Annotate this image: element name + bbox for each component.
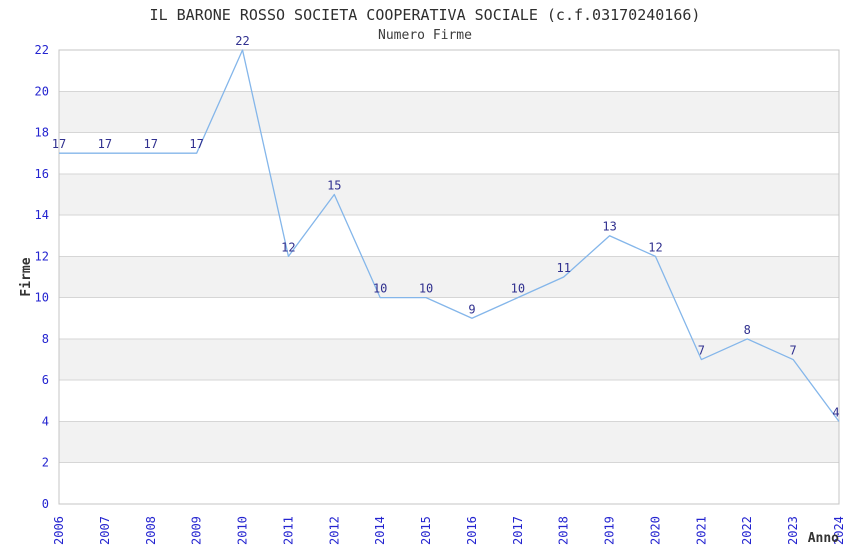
x-tick-label: 2018 <box>557 516 571 545</box>
data-point-label: 22 <box>235 34 249 48</box>
x-tick-label: 2011 <box>281 516 295 545</box>
data-point-label: 10 <box>511 282 525 296</box>
y-tick-label: 10 <box>35 291 49 305</box>
y-tick-label: 18 <box>35 126 49 140</box>
chart-subtitle: Numero Firme <box>378 28 472 43</box>
y-tick-label: 0 <box>42 497 49 511</box>
data-point-label: 17 <box>98 137 112 151</box>
data-point-label: 17 <box>52 137 66 151</box>
x-tick-label: 2008 <box>144 516 158 545</box>
x-tick-label: 2016 <box>465 516 479 545</box>
x-tick-label: 2014 <box>373 516 387 545</box>
y-tick-label: 2 <box>42 456 49 470</box>
x-tick-label: 2022 <box>740 516 754 545</box>
data-point-label: 4 <box>832 405 839 419</box>
x-axis-title: Anno <box>808 531 839 546</box>
grid-band <box>59 91 839 133</box>
y-tick-label: 12 <box>35 249 49 263</box>
data-point-label: 13 <box>602 220 616 234</box>
chart-title: IL BARONE ROSSO SOCIETA COOPERATIVA SOCI… <box>149 6 701 24</box>
data-point-label: 10 <box>419 282 433 296</box>
data-point-label: 15 <box>327 178 341 192</box>
grid-band <box>59 421 839 463</box>
x-tick-label: 2019 <box>603 516 617 545</box>
data-point-label: 11 <box>556 261 570 275</box>
data-point-label: 8 <box>744 323 751 337</box>
data-point-label: 10 <box>373 282 387 296</box>
data-point-label: 12 <box>281 240 295 254</box>
x-tick-labels: 2006 2007 2008 2009 2010 2011 2012 2014 2015 2016… <box>52 516 846 545</box>
x-tick-label: 2017 <box>511 516 525 545</box>
grid-bands <box>59 91 839 463</box>
y-tick-label: 22 <box>35 43 49 57</box>
grid-band <box>59 256 839 298</box>
x-tick-label: 2009 <box>190 516 204 545</box>
data-labels: 17 17 17 17 22 12 15 10 10 9 10 11 13 12 7 8 7 4 <box>52 34 840 419</box>
grid-lines <box>59 90 839 464</box>
x-tick-label: 2024 <box>832 516 846 545</box>
y-axis-title: Firme <box>19 257 34 296</box>
grid-band <box>59 338 839 381</box>
series-line <box>59 49 840 422</box>
data-point-label: 9 <box>468 302 475 316</box>
data-point-label: 7 <box>790 344 797 358</box>
data-point-label: 17 <box>189 137 203 151</box>
y-tick-labels: 0 2 4 6 8 10 12 14 16 18 20 22 <box>35 43 49 511</box>
y-tick-label: 16 <box>35 167 49 181</box>
x-tick-label: 2007 <box>98 516 112 545</box>
y-tick-label: 8 <box>42 332 49 346</box>
y-tick-label: 6 <box>42 373 49 387</box>
x-tick-label: 2023 <box>786 516 800 545</box>
y-tick-label: 20 <box>35 84 49 98</box>
x-tick-label: 2015 <box>419 516 433 545</box>
grid-band <box>59 173 839 216</box>
data-point-label: 7 <box>698 344 705 358</box>
data-point-label: 12 <box>648 240 662 254</box>
x-tick-label: 2021 <box>694 516 708 545</box>
data-point-label: 17 <box>144 137 158 151</box>
y-tick-label: 4 <box>42 414 49 428</box>
plot-border <box>58 49 840 505</box>
x-tick-label: 2006 <box>52 516 66 545</box>
x-tick-label: 2012 <box>327 516 341 545</box>
x-tick-label: 2020 <box>648 516 662 545</box>
y-tick-label: 14 <box>35 208 49 222</box>
x-tick-label: 2010 <box>236 516 250 545</box>
